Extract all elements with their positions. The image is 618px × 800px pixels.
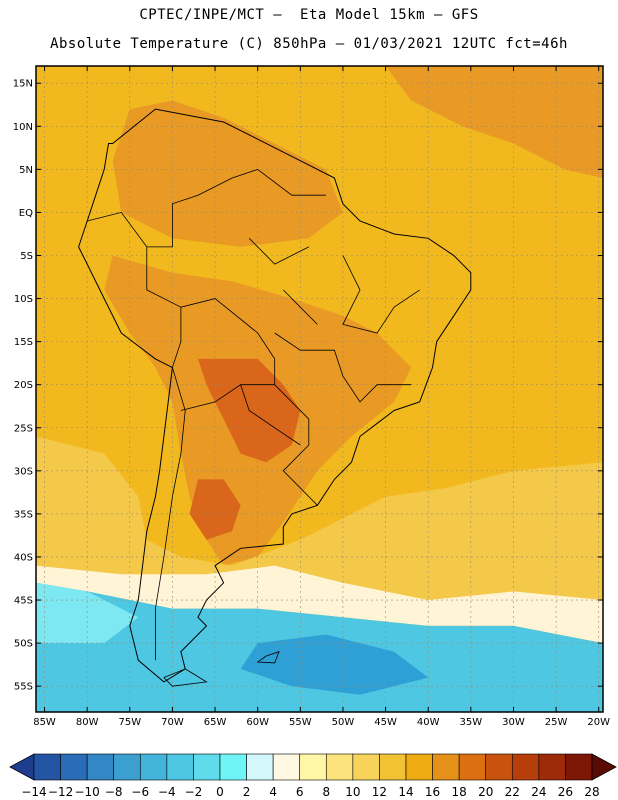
lat-tick-label: 5N xyxy=(19,165,33,176)
colorbar-overflow-arrow xyxy=(591,753,617,781)
coastline xyxy=(78,108,472,683)
lat-tick-label: 10S xyxy=(14,294,33,305)
lon-tick-label: 55W xyxy=(289,717,312,728)
lat-tick-label: 45S xyxy=(14,596,33,607)
colorbar-label: 0 xyxy=(216,785,224,799)
lat-tick-label: 50S xyxy=(14,639,33,650)
lat-tick-label: 20S xyxy=(14,380,33,391)
country-border xyxy=(342,255,420,334)
colorbar-swatch xyxy=(86,753,115,781)
lon-tick-label: 30W xyxy=(502,717,525,728)
lon-tick-label: 45W xyxy=(374,717,397,728)
lon-tick-label: 35W xyxy=(460,717,483,728)
country-border xyxy=(180,384,275,411)
colorbar-label: −14 xyxy=(21,785,46,799)
colorbar-label: 14 xyxy=(398,785,413,799)
map-plot-area xyxy=(36,66,603,712)
colorbar-label: 16 xyxy=(425,785,440,799)
colorbar-label: 18 xyxy=(452,785,467,799)
colorbar-label: 8 xyxy=(322,785,330,799)
lat-tick-label: 10N xyxy=(13,122,33,133)
colorbar-swatch xyxy=(565,753,593,781)
temperature-region-northern-atlantic-warm xyxy=(385,66,603,178)
colorbar-swatch xyxy=(139,753,168,781)
lat-tick-label: 30S xyxy=(14,466,33,477)
country-border xyxy=(87,168,326,248)
lon-tick-label: 70W xyxy=(161,717,184,728)
colorbar-swatch xyxy=(325,753,354,781)
lat-tick-label: 5S xyxy=(20,251,33,262)
colorbar-label: −12 xyxy=(48,785,73,799)
lon-tick-label: 60W xyxy=(246,717,269,728)
lat-tick-label: EQ xyxy=(19,208,33,219)
lat-tick-label: 35S xyxy=(14,509,33,520)
lon-tick-label: 65W xyxy=(204,717,227,728)
lat-tick-label: 15S xyxy=(14,337,33,348)
colorbar-label: 26 xyxy=(558,785,573,799)
island-outline xyxy=(256,651,280,664)
colorbar-label: 12 xyxy=(372,785,387,799)
colorbar-swatch xyxy=(485,753,513,781)
temperature-region-south-pale-band xyxy=(36,565,603,644)
map-frame xyxy=(35,65,604,713)
colorbar-swatch xyxy=(299,753,327,781)
colorbar-swatch xyxy=(113,753,141,781)
colorbar-label: 24 xyxy=(531,785,546,799)
colorbar-label: 2 xyxy=(243,785,251,799)
country-border xyxy=(274,332,412,403)
colorbar-label: −10 xyxy=(74,785,99,799)
lon-tick-label: 25W xyxy=(545,717,568,728)
lon-tick-label: 20W xyxy=(587,717,610,728)
country-border xyxy=(240,384,301,446)
colorbar-label: 4 xyxy=(269,785,277,799)
lat-tick-label: 25S xyxy=(14,423,33,434)
colorbar-label: 28 xyxy=(584,785,599,799)
colorbar: −14 −12 −10 −8 −6 −4 −2 0 2 4 6 8 10 12 14 16 18 20 22 24 26… xyxy=(9,753,617,799)
colorbar-swatch xyxy=(458,753,487,781)
temperature-region-argentina-hot-core xyxy=(189,479,241,540)
lon-tick-label: 40W xyxy=(417,717,440,728)
colorbar-label: 6 xyxy=(296,785,304,799)
country-border xyxy=(248,238,309,265)
lon-tick-label: 75W xyxy=(118,717,141,728)
colorbar-swatch xyxy=(538,753,566,781)
colorbar-swatch xyxy=(352,753,380,781)
coastlines-and-borders xyxy=(78,108,472,687)
chart-title-line-1: CPTEC/INPE/MCT – Eta Model 15km – GFS xyxy=(139,7,479,23)
colorbar-swatch xyxy=(219,753,247,781)
lat-tick-label: 15N xyxy=(13,79,33,90)
axis-labels: 15N 10N 5N EQ 5S 10S 15S 20S 25S 30S 35S 40S 45S 50S 5… xyxy=(13,66,610,728)
colorbar-label: −6 xyxy=(131,785,149,799)
colorbar-swatch xyxy=(246,753,274,781)
island-outline xyxy=(163,668,208,687)
colorbar-swatch xyxy=(511,753,540,781)
temperature-region-pacific-cool-band xyxy=(36,436,603,600)
colorbar-swatch xyxy=(193,753,221,781)
colorbar-label: 22 xyxy=(505,785,520,799)
temperature-region-southern-colder-patch xyxy=(240,634,429,695)
country-border xyxy=(154,367,186,661)
colorbar-label: −8 xyxy=(105,785,123,799)
colorbar-label: −2 xyxy=(185,785,203,799)
lon-tick-label: 85W xyxy=(33,717,56,728)
colorbar-swatch xyxy=(33,753,61,781)
lon-tick-label: 50W xyxy=(332,717,355,728)
colorbar-swatch xyxy=(405,753,433,781)
colorbar-label: −4 xyxy=(158,785,176,799)
colorbar-label: 10 xyxy=(345,785,360,799)
colorbar-swatch xyxy=(166,753,194,781)
lat-tick-label: 40S xyxy=(14,552,33,563)
lat-tick-label: 55S xyxy=(14,682,33,693)
colorbar-swatch xyxy=(379,753,407,781)
colorbar-swatch xyxy=(432,753,460,781)
country-border xyxy=(283,289,318,325)
colorbar-swatch xyxy=(272,753,301,781)
lon-tick-label: 80W xyxy=(76,717,99,728)
colorbar-label: 20 xyxy=(478,785,493,799)
colorbar-swatch xyxy=(60,753,88,781)
colorbar-underflow-arrow xyxy=(9,753,35,781)
temperature-region-northern-continent-warm xyxy=(112,100,343,247)
chart-title-line-2: Absolute Temperature (C) 850hPa – 01/03/… xyxy=(50,36,568,52)
